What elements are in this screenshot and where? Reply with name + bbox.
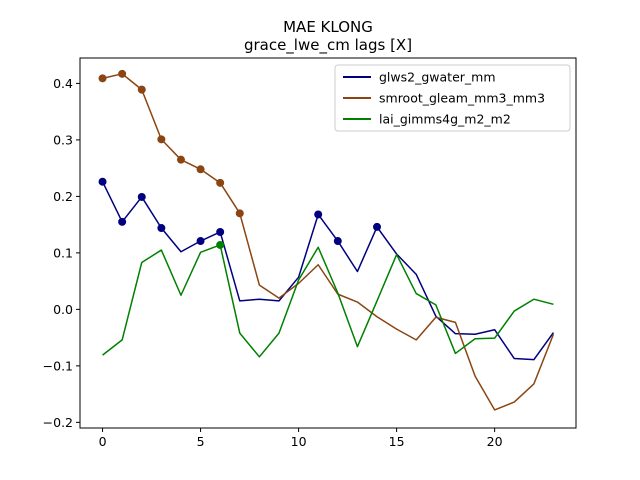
data-point xyxy=(137,85,146,94)
data-point xyxy=(98,74,107,83)
data-point xyxy=(196,237,205,246)
y-tick-label: 0.4 xyxy=(53,76,73,91)
x-tick-label: 5 xyxy=(197,434,205,449)
legend-label: glws2_gwater_mm xyxy=(379,70,496,85)
data-point xyxy=(157,224,166,233)
legend-label: smroot_gleam_mm3_mm3 xyxy=(379,91,545,106)
data-point xyxy=(373,222,382,231)
plot-area xyxy=(98,69,555,411)
series-glws2_gwater_mm xyxy=(98,177,555,361)
data-point xyxy=(137,192,146,201)
chart-subtitle: grace_lwe_cm lags [X] xyxy=(244,36,412,55)
series-line xyxy=(102,244,554,358)
data-point xyxy=(176,155,185,164)
series-line xyxy=(102,73,555,411)
legend: glws2_gwater_mm smroot_gleam_mm3_mm3 lai_g… xyxy=(334,64,571,132)
data-point xyxy=(216,240,225,249)
axes-frame xyxy=(79,57,577,429)
legend-box xyxy=(334,64,571,132)
series-smroot_gleam_mm3_mm3 xyxy=(98,69,555,411)
data-point xyxy=(235,209,244,218)
y-axis: −0.2 −0.1 0.0 0.1 0.2 0.3 0.4 xyxy=(43,76,80,430)
data-point xyxy=(333,237,342,246)
series-lai_gimms4g_m2_m2 xyxy=(102,240,554,358)
x-tick-label: 10 xyxy=(291,434,307,449)
y-tick-label: 0.3 xyxy=(53,132,73,147)
data-point xyxy=(314,210,323,219)
data-point xyxy=(118,217,127,226)
legend-label: lai_gimms4g_m2_m2 xyxy=(379,112,511,127)
data-point xyxy=(98,177,107,186)
x-tick-label: 0 xyxy=(99,434,107,449)
data-point xyxy=(118,69,127,78)
data-point xyxy=(216,227,225,236)
data-point xyxy=(157,135,166,144)
y-tick-label: −0.1 xyxy=(43,358,73,373)
x-tick-label: 15 xyxy=(389,434,405,449)
y-tick-label: −0.2 xyxy=(43,415,73,430)
x-axis: 0 5 10 15 20 xyxy=(99,428,503,449)
chart-title: MAE KLONG xyxy=(283,18,373,36)
data-point xyxy=(196,165,205,174)
x-tick-label: 20 xyxy=(487,434,503,449)
data-point xyxy=(216,178,225,187)
series-line xyxy=(101,181,555,361)
y-tick-label: 0.0 xyxy=(53,302,73,317)
y-tick-label: 0.1 xyxy=(53,245,73,260)
y-tick-label: 0.2 xyxy=(53,189,73,204)
